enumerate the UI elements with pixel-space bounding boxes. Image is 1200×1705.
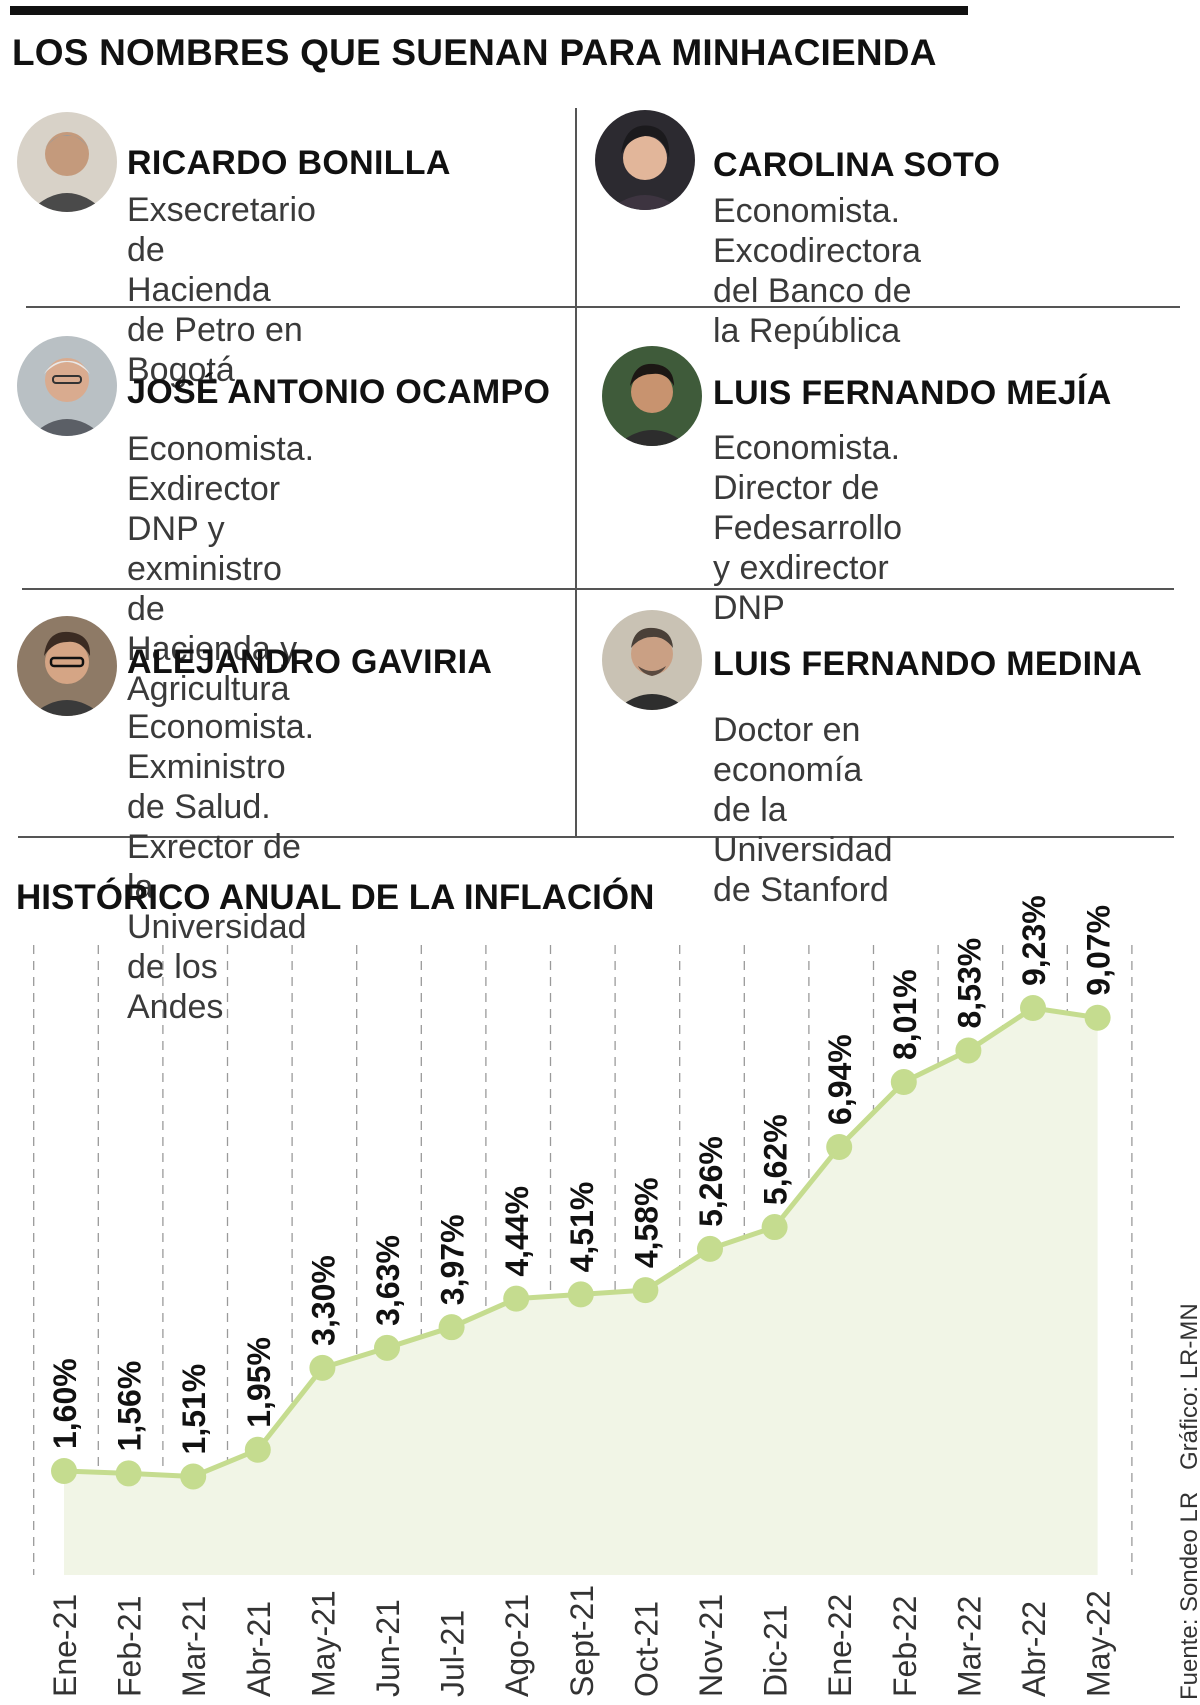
- data-point: [697, 1235, 723, 1262]
- data-label: 4,51%: [564, 1182, 600, 1273]
- data-label: 3,97%: [435, 1214, 471, 1305]
- person-name: LUIS FERNANDO MEJÍA: [713, 374, 1112, 412]
- person-description: Economista. Exministro de Salud. Exrecto…: [127, 708, 315, 1026]
- person-name: RICARDO BONILLA: [127, 144, 451, 182]
- top-rule: [10, 6, 968, 15]
- data-point: [115, 1460, 142, 1487]
- x-tick-label: Sept-21: [564, 1585, 600, 1697]
- data-label: 1,60%: [47, 1358, 83, 1449]
- row-divider-3: [18, 836, 1174, 838]
- person-photo-icon: [602, 610, 702, 710]
- data-label: 5,62%: [758, 1114, 794, 1205]
- data-label: 8,01%: [887, 969, 923, 1060]
- source-note: Fuente: Sondeo LR: [1176, 1491, 1200, 1700]
- avatar: [17, 336, 117, 436]
- x-tick-label: Ene-22: [822, 1594, 858, 1697]
- data-label: 5,26%: [693, 1136, 729, 1227]
- data-label: 1,95%: [241, 1337, 277, 1428]
- row-divider-2: [22, 588, 1174, 590]
- person-name: CAROLINA SOTO: [713, 146, 1001, 184]
- x-tick-label: Mar-21: [176, 1596, 212, 1697]
- x-tick-label: Oct-21: [628, 1601, 664, 1697]
- x-tick-label: Abr-21: [241, 1601, 277, 1697]
- data-label: 3,63%: [370, 1235, 406, 1326]
- x-tick-label: Mar-22: [951, 1596, 987, 1697]
- data-label: 1,51%: [176, 1364, 212, 1455]
- x-tick-label: Ene-21: [47, 1594, 83, 1697]
- person-description: Economista. Director de Fedesarrollo y e…: [713, 429, 902, 627]
- data-point: [632, 1277, 659, 1304]
- person-photo-icon: [602, 346, 702, 446]
- data-point: [890, 1069, 917, 1096]
- data-point: [503, 1285, 530, 1312]
- x-tick-label: Jun-21: [370, 1599, 406, 1697]
- data-point: [180, 1463, 207, 1490]
- data-label: 4,44%: [499, 1186, 535, 1277]
- data-point: [761, 1214, 788, 1241]
- x-tick-label: Feb-22: [887, 1596, 923, 1697]
- credit-note: Gráfico: LR-MN: [1176, 1303, 1200, 1470]
- x-tick-label: Jul-21: [435, 1610, 471, 1697]
- person-photo-icon: [17, 112, 117, 212]
- column-divider: [575, 108, 577, 838]
- x-tick-label: May-21: [305, 1590, 341, 1697]
- data-label: 8,53%: [951, 938, 987, 1029]
- avatar: [602, 346, 702, 446]
- person-name: LUIS FERNANDO MEDINA: [713, 645, 1143, 683]
- chart-title: HISTÓRICO ANUAL DE LA INFLACIÓN: [16, 878, 655, 917]
- data-label: 9,07%: [1081, 905, 1117, 996]
- person-name: ALEJANDRO GAVIRIA: [127, 643, 493, 681]
- person-description: Economista. Exdirector DNP y exministro …: [127, 430, 315, 708]
- x-tick-label: Feb-21: [112, 1596, 148, 1697]
- data-point: [51, 1458, 77, 1484]
- row-divider-1: [26, 306, 1180, 308]
- page-title: LOS NOMBRES QUE SUENAN PARA MINHACIENDA: [12, 32, 937, 73]
- person-name: JOSÉ ANTONIO OCAMPO: [127, 373, 551, 411]
- x-tick-label: May-22: [1081, 1590, 1117, 1697]
- x-tick-label: Dic-21: [758, 1605, 794, 1697]
- data-label: 3,30%: [305, 1255, 341, 1346]
- data-point: [955, 1037, 982, 1064]
- data-label: 4,58%: [628, 1177, 664, 1268]
- avatar: [602, 610, 702, 710]
- data-label: 1,56%: [112, 1361, 148, 1452]
- avatar: [17, 616, 117, 716]
- person-photo-icon: [17, 616, 117, 716]
- person-description: Exsecretario de Hacienda de Petro en Bog…: [127, 191, 316, 389]
- data-point: [438, 1314, 465, 1341]
- data-point: [567, 1281, 594, 1308]
- data-label: 9,23%: [1016, 895, 1052, 986]
- data-point: [244, 1436, 271, 1463]
- data-point: [1020, 995, 1046, 1021]
- data-point: [1084, 1004, 1111, 1031]
- data-point: [374, 1334, 400, 1361]
- x-tick-label: Ago-21: [499, 1594, 535, 1697]
- person-description: Economista. Excodirectora del Banco de l…: [713, 192, 921, 350]
- x-tick-label: Abr-22: [1016, 1601, 1052, 1697]
- person-photo-icon: [17, 336, 117, 436]
- x-tick-label: Nov-21: [693, 1594, 729, 1697]
- data-point: [309, 1354, 336, 1381]
- avatar: [595, 110, 695, 210]
- person-photo-icon: [595, 110, 695, 210]
- avatar: [17, 112, 117, 212]
- data-point: [826, 1133, 853, 1160]
- person-description: Doctor en economía de la Universidad de …: [713, 711, 893, 909]
- data-label: 6,94%: [822, 1034, 858, 1125]
